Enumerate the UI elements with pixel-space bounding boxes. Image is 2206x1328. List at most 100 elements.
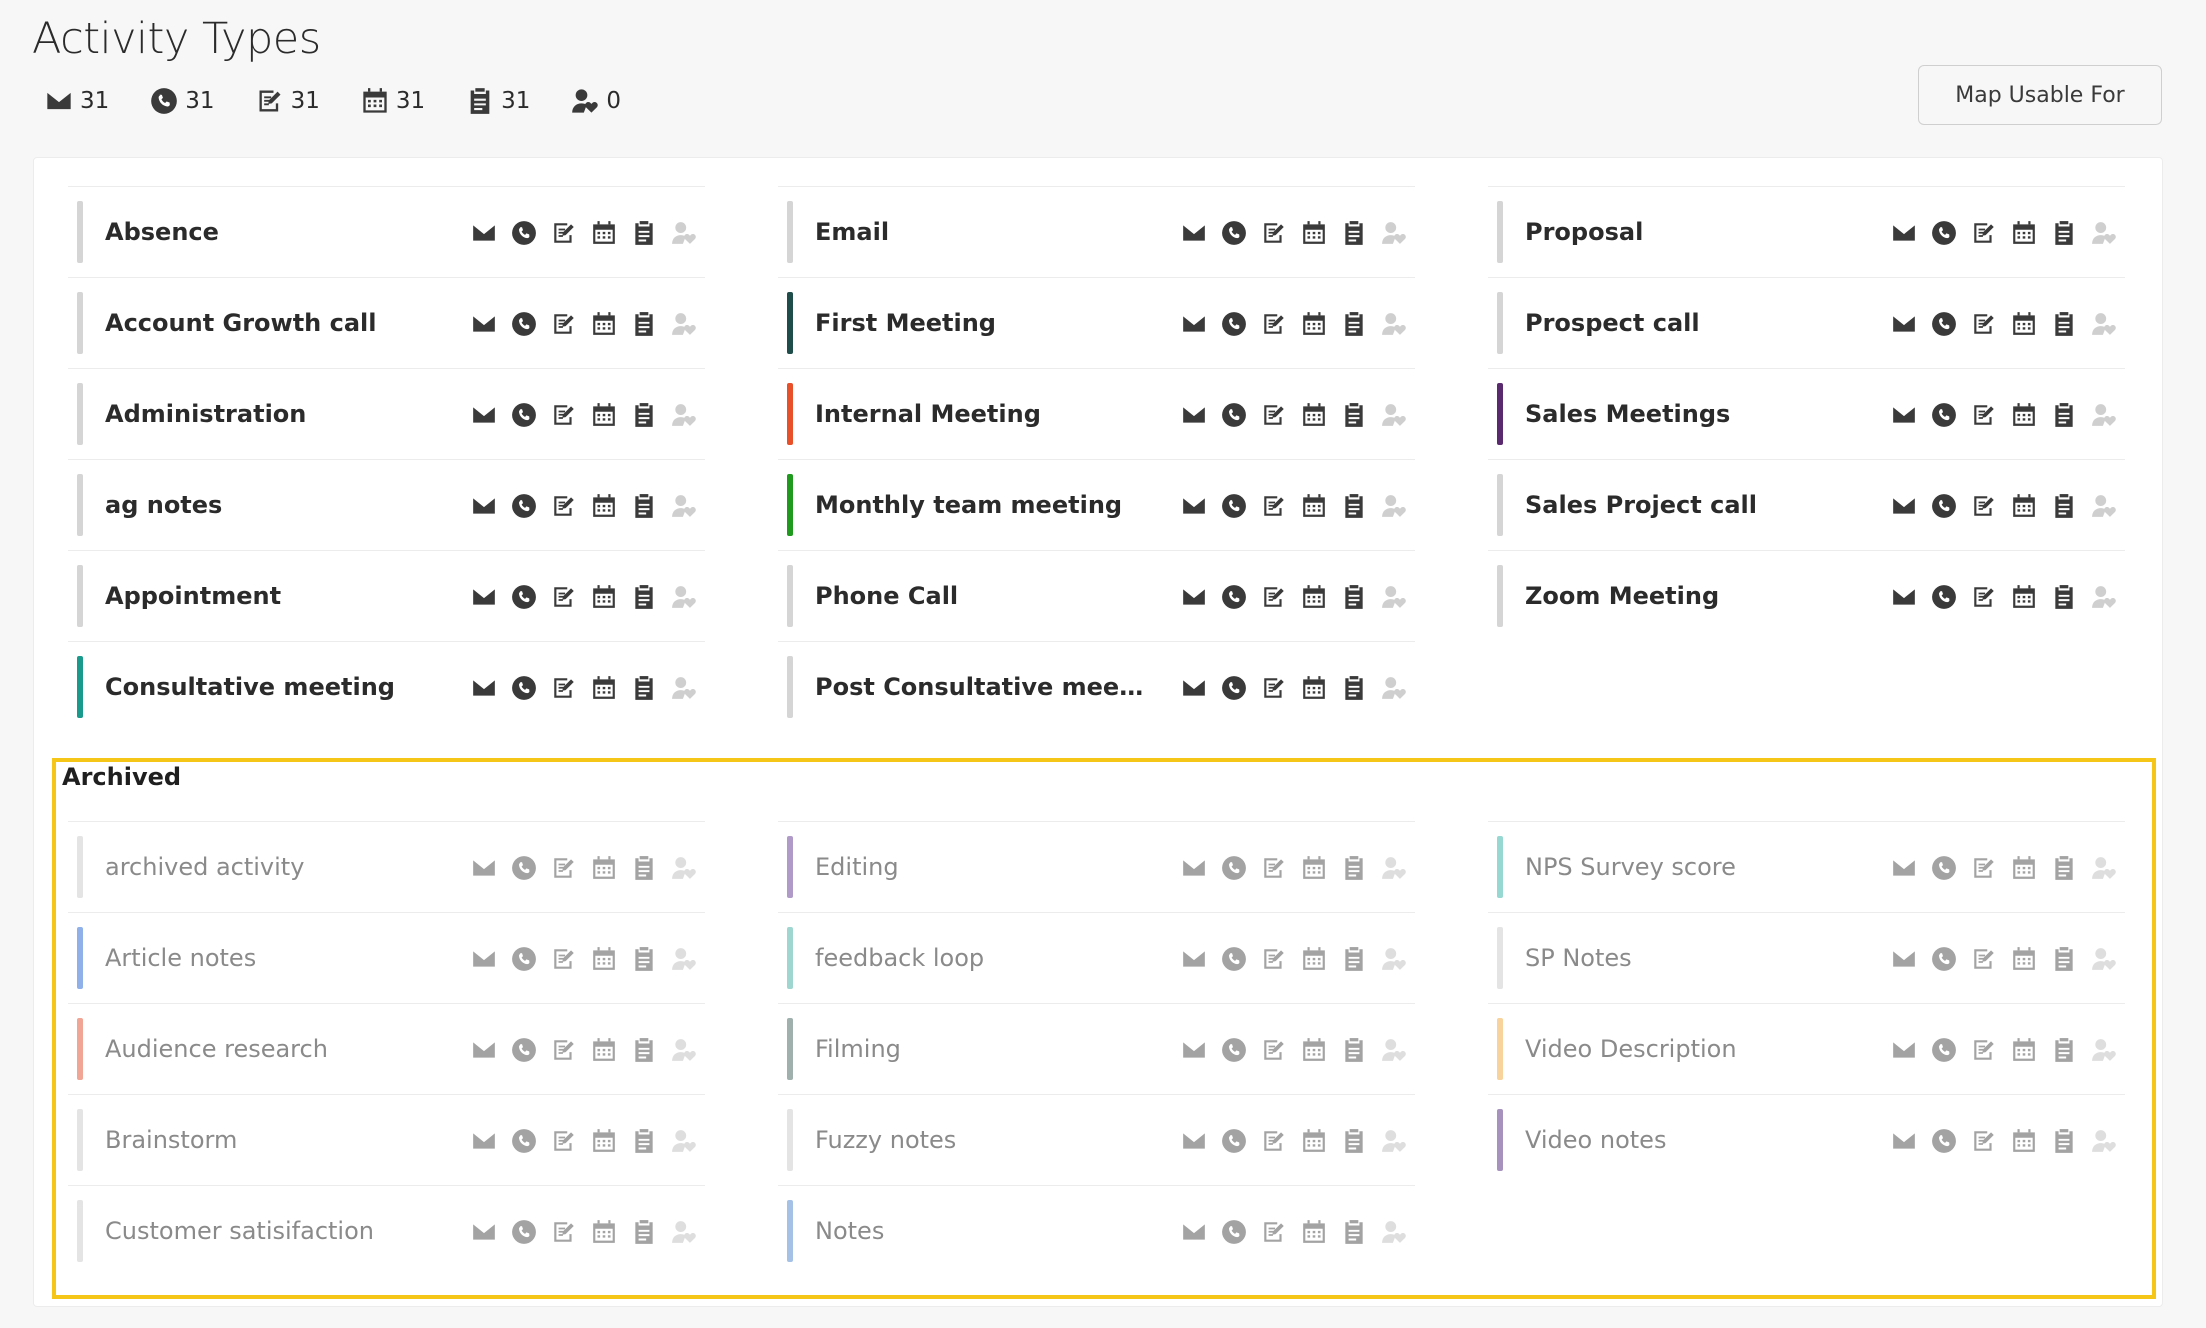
user-heart-icon[interactable]: [1374, 309, 1414, 339]
phone-icon[interactable]: [1214, 1217, 1254, 1247]
edit-note-icon[interactable]: [544, 1126, 584, 1156]
envelope-icon[interactable]: [464, 1035, 504, 1065]
user-heart-icon[interactable]: [1374, 400, 1414, 430]
phone-icon[interactable]: [1924, 853, 1964, 883]
user-heart-icon[interactable]: [2084, 853, 2124, 883]
edit-note-icon[interactable]: [544, 944, 584, 974]
phone-icon[interactable]: [1214, 944, 1254, 974]
user-heart-icon[interactable]: [2084, 582, 2124, 612]
activity-type-row[interactable]: Absence: [68, 186, 705, 277]
calendar-icon[interactable]: [1294, 944, 1334, 974]
calendar-icon[interactable]: [584, 1035, 624, 1065]
activity-type-row[interactable]: feedback loop: [778, 912, 1415, 1003]
clipboard-icon[interactable]: [1334, 1126, 1374, 1156]
edit-note-icon[interactable]: [1964, 309, 2004, 339]
phone-icon[interactable]: [504, 491, 544, 521]
phone-icon[interactable]: [1214, 218, 1254, 248]
user-heart-icon[interactable]: [2084, 309, 2124, 339]
clipboard-icon[interactable]: [624, 218, 664, 248]
envelope-icon[interactable]: [1174, 400, 1214, 430]
activity-type-row[interactable]: Article notes: [68, 912, 705, 1003]
activity-type-row[interactable]: First Meeting: [778, 277, 1415, 368]
calendar-icon[interactable]: [1294, 1126, 1334, 1156]
edit-note-icon[interactable]: [1254, 1217, 1294, 1247]
phone-icon[interactable]: [504, 1217, 544, 1247]
user-heart-icon[interactable]: [664, 309, 704, 339]
clipboard-icon[interactable]: [2044, 582, 2084, 612]
user-heart-icon[interactable]: [2084, 1035, 2124, 1065]
activity-type-row[interactable]: Appointment: [68, 550, 705, 641]
clipboard-icon[interactable]: [2044, 309, 2084, 339]
calendar-icon[interactable]: [2004, 1035, 2044, 1065]
calendar-icon[interactable]: [584, 218, 624, 248]
edit-note-icon[interactable]: [1964, 853, 2004, 883]
activity-type-row[interactable]: Audience research: [68, 1003, 705, 1094]
envelope-icon[interactable]: [1174, 582, 1214, 612]
activity-type-row[interactable]: Post Consultative meeting ...: [778, 641, 1415, 732]
phone-icon[interactable]: [1924, 491, 1964, 521]
activity-type-row[interactable]: Sales Project call: [1488, 459, 2125, 550]
edit-note-icon[interactable]: [544, 582, 584, 612]
clipboard-icon[interactable]: [2044, 944, 2084, 974]
envelope-icon[interactable]: [464, 944, 504, 974]
envelope-icon[interactable]: [464, 1126, 504, 1156]
activity-type-row[interactable]: Customer satisifaction: [68, 1185, 705, 1276]
calendar-icon[interactable]: [2004, 853, 2044, 883]
phone-icon[interactable]: [504, 218, 544, 248]
activity-type-row[interactable]: Prospect call: [1488, 277, 2125, 368]
envelope-icon[interactable]: [1884, 309, 1924, 339]
edit-note-icon[interactable]: [544, 309, 584, 339]
edit-note-icon[interactable]: [1254, 673, 1294, 703]
clipboard-icon[interactable]: [2044, 400, 2084, 430]
phone-icon[interactable]: [504, 853, 544, 883]
envelope-icon[interactable]: [1174, 1035, 1214, 1065]
user-heart-icon[interactable]: [1374, 1126, 1414, 1156]
user-heart-icon[interactable]: [664, 1035, 704, 1065]
edit-note-icon[interactable]: [1964, 491, 2004, 521]
user-heart-icon[interactable]: [1374, 582, 1414, 612]
phone-icon[interactable]: [1924, 309, 1964, 339]
envelope-icon[interactable]: [1174, 673, 1214, 703]
edit-note-icon[interactable]: [544, 1035, 584, 1065]
calendar-icon[interactable]: [2004, 309, 2044, 339]
edit-note-icon[interactable]: [544, 853, 584, 883]
activity-type-row[interactable]: Video Description: [1488, 1003, 2125, 1094]
user-heart-icon[interactable]: [2084, 218, 2124, 248]
calendar-icon[interactable]: [2004, 491, 2044, 521]
clipboard-icon[interactable]: [624, 1035, 664, 1065]
clipboard-icon[interactable]: [624, 309, 664, 339]
activity-type-row[interactable]: Proposal: [1488, 186, 2125, 277]
phone-icon[interactable]: [1214, 1035, 1254, 1065]
user-heart-icon[interactable]: [1374, 1035, 1414, 1065]
user-heart-icon[interactable]: [1374, 944, 1414, 974]
user-heart-icon[interactable]: [2084, 400, 2124, 430]
clipboard-icon[interactable]: [1334, 582, 1374, 612]
activity-type-row[interactable]: ag notes: [68, 459, 705, 550]
activity-type-row[interactable]: Editing: [778, 821, 1415, 912]
activity-type-row[interactable]: Sales Meetings: [1488, 368, 2125, 459]
calendar-icon[interactable]: [584, 1217, 624, 1247]
user-heart-icon[interactable]: [1374, 491, 1414, 521]
user-heart-icon[interactable]: [664, 582, 704, 612]
phone-icon[interactable]: [1214, 400, 1254, 430]
calendar-icon[interactable]: [2004, 400, 2044, 430]
user-heart-icon[interactable]: [664, 673, 704, 703]
envelope-icon[interactable]: [1884, 1035, 1924, 1065]
clipboard-icon[interactable]: [624, 1126, 664, 1156]
user-heart-icon[interactable]: [2084, 1126, 2124, 1156]
phone-icon[interactable]: [1924, 582, 1964, 612]
calendar-icon[interactable]: [2004, 582, 2044, 612]
activity-type-row[interactable]: archived activity: [68, 821, 705, 912]
activity-type-row[interactable]: Filming: [778, 1003, 1415, 1094]
clipboard-icon[interactable]: [1334, 491, 1374, 521]
clipboard-icon[interactable]: [2044, 853, 2084, 883]
edit-note-icon[interactable]: [1964, 218, 2004, 248]
activity-type-row[interactable]: SP Notes: [1488, 912, 2125, 1003]
envelope-icon[interactable]: [1884, 400, 1924, 430]
activity-type-row[interactable]: Consultative meeting: [68, 641, 705, 732]
calendar-icon[interactable]: [584, 400, 624, 430]
phone-icon[interactable]: [504, 1035, 544, 1065]
clipboard-icon[interactable]: [624, 582, 664, 612]
edit-note-icon[interactable]: [1254, 1035, 1294, 1065]
envelope-icon[interactable]: [1884, 491, 1924, 521]
